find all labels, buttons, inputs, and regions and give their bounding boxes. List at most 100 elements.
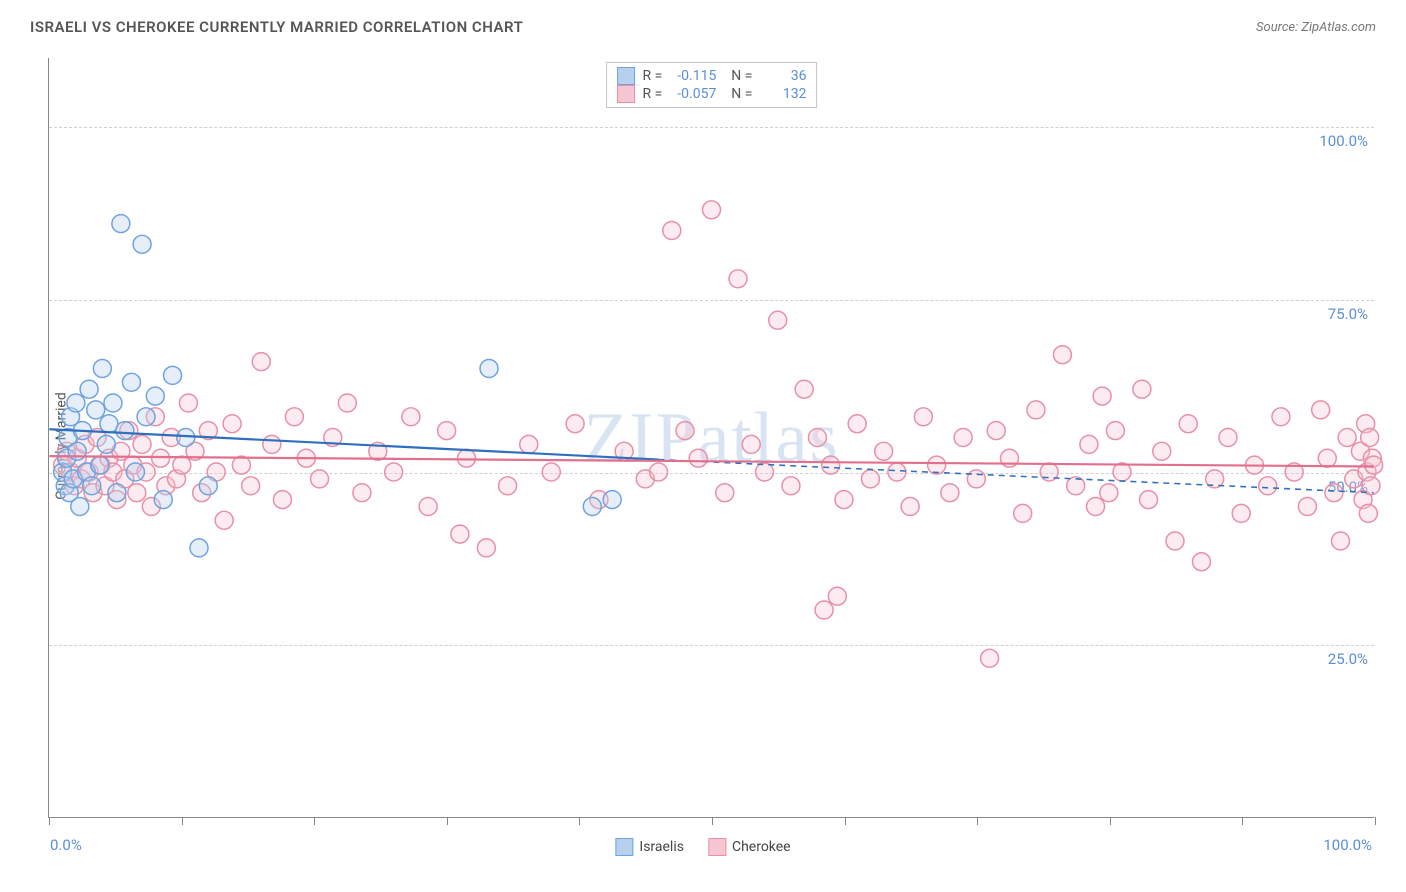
legend-swatch-cherokee	[617, 85, 635, 103]
data-point	[190, 539, 208, 557]
data-point	[385, 463, 403, 481]
data-point	[83, 477, 101, 495]
source-attribution: Source: ZipAtlas.com	[1256, 20, 1376, 35]
data-point	[835, 491, 853, 509]
data-point	[603, 491, 621, 509]
data-point	[663, 222, 681, 240]
plot-svg	[49, 58, 1374, 817]
data-point	[1093, 387, 1111, 405]
data-point	[1272, 408, 1290, 426]
data-point	[1325, 484, 1343, 502]
data-point	[164, 366, 182, 384]
data-point	[177, 429, 195, 447]
data-point	[1359, 504, 1377, 522]
data-point	[1113, 463, 1131, 481]
data-point	[1179, 415, 1197, 433]
r-label: R =	[643, 68, 663, 84]
n-label: N =	[724, 68, 752, 84]
data-point	[1053, 346, 1071, 364]
data-point	[703, 201, 721, 219]
legend-swatch-israelis	[617, 67, 635, 85]
data-point	[795, 380, 813, 398]
data-point	[179, 394, 197, 412]
data-point	[1106, 422, 1124, 440]
data-point	[1332, 532, 1350, 550]
data-point	[1153, 442, 1171, 460]
data-point	[650, 463, 668, 481]
data-point	[1133, 380, 1151, 398]
legend-swatch-cherokee	[708, 838, 726, 856]
n-label: N =	[724, 86, 752, 102]
x-axis-label-100: 100.0%	[1323, 836, 1372, 854]
data-point	[402, 408, 420, 426]
chart-title: ISRAELI VS CHEROKEE CURRENTLY MARRIED CO…	[30, 18, 523, 36]
r-label: R =	[643, 86, 663, 102]
x-tick	[314, 817, 315, 825]
data-point	[967, 470, 985, 488]
data-point	[116, 422, 134, 440]
data-point	[499, 477, 517, 495]
n-value-1: 132	[760, 86, 806, 102]
legend-label: Cherokee	[732, 839, 791, 855]
plot-area: ZIPatlas R = -0.115 N = 36 R = -0.057 N …	[48, 58, 1374, 818]
data-point	[848, 415, 866, 433]
data-point	[583, 498, 601, 516]
header-row: ISRAELI VS CHEROKEE CURRENTLY MARRIED CO…	[30, 18, 1376, 36]
data-point	[480, 360, 498, 378]
legend-label: Israelis	[639, 839, 684, 855]
data-point	[822, 456, 840, 474]
data-point	[1312, 401, 1330, 419]
data-point	[68, 442, 86, 460]
data-point	[223, 415, 241, 433]
data-point	[71, 498, 89, 516]
data-point	[419, 498, 437, 516]
data-point	[755, 463, 773, 481]
data-point	[353, 484, 371, 502]
correlation-legend-row-1: R = -0.057 N = 132	[617, 85, 807, 103]
data-point	[1087, 498, 1105, 516]
data-point	[1014, 504, 1032, 522]
series-legend: Israelis Cherokee	[615, 838, 790, 856]
data-point	[1232, 504, 1250, 522]
data-point	[126, 463, 144, 481]
x-tick	[579, 817, 580, 825]
data-point	[67, 394, 85, 412]
data-point	[1219, 429, 1237, 447]
data-point	[311, 470, 329, 488]
data-point	[828, 587, 846, 605]
data-point	[97, 435, 115, 453]
data-point	[928, 456, 946, 474]
data-point	[451, 525, 469, 543]
data-point	[112, 215, 130, 233]
data-point	[782, 477, 800, 495]
data-point	[133, 235, 151, 253]
data-point	[87, 401, 105, 419]
data-point	[769, 311, 787, 329]
data-point	[80, 380, 98, 398]
data-point	[263, 435, 281, 453]
data-point	[215, 511, 233, 529]
data-point	[154, 491, 172, 509]
data-point	[146, 387, 164, 405]
data-point	[1361, 429, 1379, 447]
data-point	[815, 601, 833, 619]
data-point	[1338, 429, 1356, 447]
data-point	[232, 456, 250, 474]
legend-item-cherokee: Cherokee	[708, 838, 791, 856]
data-point	[542, 463, 560, 481]
x-tick	[182, 817, 183, 825]
data-point	[987, 422, 1005, 440]
r-value-1: -0.057	[670, 86, 716, 102]
x-tick	[977, 817, 978, 825]
data-point	[93, 360, 111, 378]
x-tick	[712, 817, 713, 825]
data-point	[122, 373, 140, 391]
chart-container: ISRAELI VS CHEROKEE CURRENTLY MARRIED CO…	[0, 0, 1406, 892]
data-point	[566, 415, 584, 433]
data-point	[1259, 477, 1277, 495]
data-point	[808, 429, 826, 447]
x-tick	[1242, 817, 1243, 825]
n-value-0: 36	[760, 68, 806, 84]
data-point	[173, 456, 191, 474]
correlation-legend-row-0: R = -0.115 N = 36	[617, 67, 807, 85]
